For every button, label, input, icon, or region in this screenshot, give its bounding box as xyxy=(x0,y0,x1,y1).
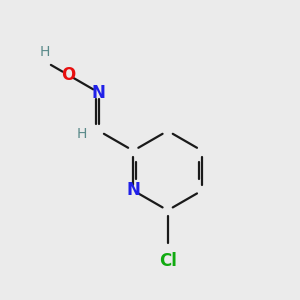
Text: O: O xyxy=(61,66,75,84)
Text: H: H xyxy=(77,127,87,141)
Text: N: N xyxy=(92,84,106,102)
Text: Cl: Cl xyxy=(159,252,177,270)
Text: N: N xyxy=(126,182,140,200)
Text: H: H xyxy=(40,45,50,59)
